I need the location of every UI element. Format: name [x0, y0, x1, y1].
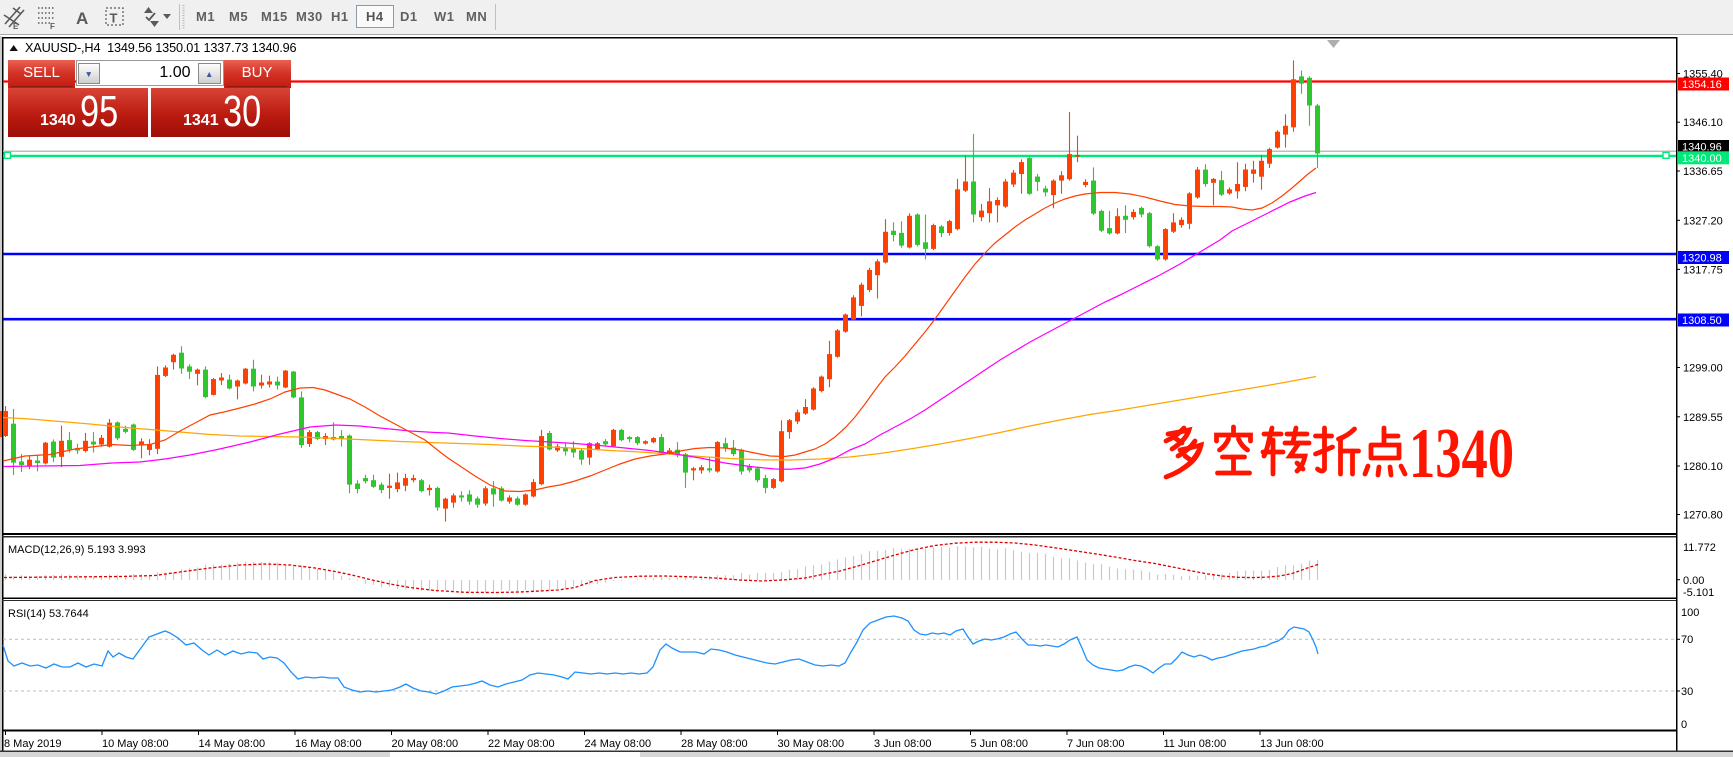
svg-text:24 May 08:00: 24 May 08:00	[585, 738, 652, 750]
svg-text:70: 70	[1681, 634, 1693, 646]
svg-text:13 Jun 08:00: 13 Jun 08:00	[1260, 738, 1324, 750]
svg-text:1289.55: 1289.55	[1683, 412, 1723, 424]
svg-text:3 Jun 08:00: 3 Jun 08:00	[874, 738, 932, 750]
svg-text:1340.00: 1340.00	[1682, 153, 1722, 165]
svg-text:1346.10: 1346.10	[1683, 117, 1723, 129]
svg-text:RSI(14) 53.7644: RSI(14) 53.7644	[8, 608, 89, 620]
svg-text:5 Jun 08:00: 5 Jun 08:00	[971, 738, 1029, 750]
svg-text:1270.80: 1270.80	[1683, 510, 1723, 522]
svg-text:XAUUSD-,H4 1349.56 1350.01 13: XAUUSD-,H4 1349.56 1350.01 1337.73 1340.…	[25, 41, 297, 55]
svg-text:1340.96: 1340.96	[1682, 142, 1722, 154]
svg-text:E: E	[13, 22, 19, 31]
svg-text:22 May 08:00: 22 May 08:00	[488, 738, 555, 750]
svg-text:28 May 08:00: 28 May 08:00	[681, 738, 748, 750]
svg-text:1340: 1340	[1409, 413, 1514, 493]
svg-text:MACD(12,26,9) 5.193 3.993: MACD(12,26,9) 5.193 3.993	[8, 544, 146, 556]
svg-text:F: F	[50, 22, 55, 31]
svg-text:0.00: 0.00	[1683, 575, 1704, 587]
svg-text:0: 0	[1681, 719, 1687, 731]
svg-text:1336.65: 1336.65	[1683, 166, 1723, 178]
svg-text:T: T	[110, 11, 118, 26]
svg-text:1317.75: 1317.75	[1683, 264, 1723, 276]
svg-text:14 May 08:00: 14 May 08:00	[199, 738, 266, 750]
svg-text:1299.00: 1299.00	[1683, 363, 1723, 375]
svg-text:1320.98: 1320.98	[1682, 253, 1722, 265]
svg-text:20 May 08:00: 20 May 08:00	[392, 738, 459, 750]
svg-text:1354.16: 1354.16	[1682, 79, 1722, 91]
svg-text:16 May 08:00: 16 May 08:00	[295, 738, 362, 750]
svg-text:30: 30	[1681, 686, 1693, 698]
svg-text:100: 100	[1681, 607, 1699, 619]
svg-text:30 May 08:00: 30 May 08:00	[778, 738, 845, 750]
svg-text:1327.20: 1327.20	[1683, 215, 1723, 227]
svg-text:8 May 2019: 8 May 2019	[4, 738, 61, 750]
svg-text:1308.50: 1308.50	[1682, 315, 1722, 327]
svg-text:7 Jun 08:00: 7 Jun 08:00	[1067, 738, 1125, 750]
svg-text:10 May 08:00: 10 May 08:00	[102, 738, 169, 750]
svg-text:1280.10: 1280.10	[1683, 461, 1723, 473]
svg-text:11.772: 11.772	[1683, 542, 1716, 554]
svg-text:-5.101: -5.101	[1683, 587, 1714, 599]
svg-text:11 Jun 08:00: 11 Jun 08:00	[1164, 738, 1227, 750]
svg-text:A: A	[76, 9, 88, 28]
